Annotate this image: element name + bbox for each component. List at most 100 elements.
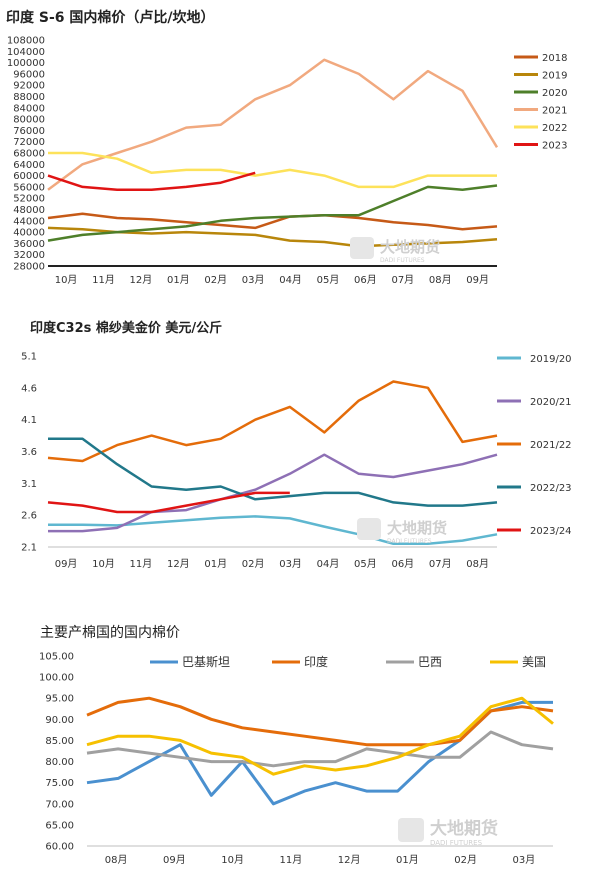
x-tick-label: 11月 [92,274,115,286]
y-tick-label: 90.00 [45,715,74,726]
y-tick-label: 68000 [13,149,45,160]
y-tick-label: 4.1 [21,415,37,426]
legend-item-2023: 2023 [514,141,567,152]
y-tick-label: 40000 [13,228,45,239]
x-tick-label: 02月 [204,274,227,286]
x-tick-label: 06月 [391,558,414,570]
legend-label: 2021/22 [530,440,572,451]
chart-1-title: 印度 S-6 国内棉价（卢比/坎地） [6,9,215,26]
x-tick-label: 02月 [242,558,265,570]
legend-item-美国: 美国 [490,655,546,669]
y-tick-label: 2.1 [21,543,37,554]
y-tick-label: 80.00 [45,757,74,768]
legend-label: 2018 [542,53,567,64]
x-tick-label: 10月 [55,274,78,286]
x-tick-label: 03月 [279,558,302,570]
legend-item-2023/24: 2023/24 [497,526,572,537]
series-line-巴西 [86,730,554,768]
x-tick-label: 11月 [130,558,153,570]
x-tick-label: 10月 [92,558,115,570]
x-tick-label: 03月 [242,274,265,286]
watermark-logo-icon [398,818,424,842]
y-tick-label: 60000 [13,171,45,182]
x-tick-label: 12月 [338,854,361,866]
x-tick-label: 10月 [221,854,244,866]
legend-label: 2020/21 [530,397,572,408]
legend-label: 2019/20 [530,354,572,365]
x-tick-label: 05月 [317,274,340,286]
legend-label: 2021 [542,106,567,117]
chart-3-major-producers-cotton-price: 主要产棉国的国内棉价 60.00 65.00 70.00 75.00 80.00 85.0… [39,624,554,866]
y-tick-label: 4.6 [21,383,37,394]
y-tick-label: 92000 [13,81,45,92]
x-tick-label: 06月 [354,274,377,286]
y-tick-label: 64000 [13,160,45,171]
y-tick-label: 105.00 [39,652,74,663]
legend-label: 美国 [522,655,546,669]
series-line-2022/23 [48,437,498,507]
y-tick-label: 60.00 [45,842,74,853]
x-tick-label: 09月 [55,558,78,570]
x-tick-label: 09月 [466,274,489,286]
legend-label: 2019 [542,71,567,82]
legend-item-2018: 2018 [514,53,567,64]
watermark-logo: 大地期货 DADI FUTURES [398,818,498,847]
y-tick-label: 52000 [13,194,45,205]
y-tick-label: 104000 [7,47,45,58]
y-tick-label: 65.00 [45,820,74,831]
y-tick-label: 96000 [13,69,45,80]
y-tick-label: 80000 [13,115,45,126]
x-tick-label: 04月 [317,558,340,570]
x-tick-label: 01月 [167,274,190,286]
watermark-text: 大地期货 [380,238,440,256]
series-line-印度 [86,696,554,747]
legend-item-2020/21: 2020/21 [497,397,572,408]
legend-item-印度: 印度 [272,654,328,669]
legend-item-巴基斯坦: 巴基斯坦 [150,655,230,669]
legend-label: 2023/24 [530,526,572,537]
x-tick-label: 08月 [105,854,128,866]
series-line-2018 [47,212,498,231]
series-line-2020 [47,184,498,242]
series-line-2023 [47,171,256,191]
series-line-美国 [86,696,554,776]
y-tick-label: 76000 [13,126,45,137]
legend-label: 巴基斯坦 [182,655,230,669]
series-line-2021 [47,58,499,191]
y-tick-label: 5.1 [21,352,37,363]
legend-item-2022/23: 2022/23 [497,483,572,494]
legend-item-2019/20: 2019/20 [497,354,572,365]
y-tick-label: 32000 [13,250,45,261]
x-tick-label: 07月 [429,558,452,570]
legend-label: 2022 [542,123,567,134]
legend-label: 印度 [304,654,328,669]
series-line-2023/24 [47,491,290,514]
y-tick-label: 3.1 [21,479,37,490]
y-tick-label: 2.6 [21,511,37,522]
legend-item-2019: 2019 [514,71,567,82]
x-tick-label: 01月 [204,558,227,570]
watermark-text: 大地期货 [387,519,447,537]
x-tick-label: 07月 [391,274,414,286]
x-tick-label: 03月 [513,854,536,866]
legend-item-2021/22: 2021/22 [497,440,572,451]
watermark-text: 大地期货 [430,818,498,839]
y-tick-label: 44000 [13,216,45,227]
series-line-2021/22 [47,380,498,463]
y-tick-label: 36000 [13,239,45,250]
watermark-subtext: DADI FUTURES [380,257,425,264]
y-tick-label: 48000 [13,205,45,216]
x-tick-label: 12月 [130,274,153,286]
y-tick-label: 100.00 [39,673,74,684]
series-line-2022 [48,151,497,189]
watermark-subtext: DADI FUTURES [387,538,432,545]
y-tick-label: 72000 [13,137,45,148]
chart-2-india-c32s-yarn-price: 印度C32s 棉纱美金价 美元/公斤 2.1 2.6 3.1 3.6 4.1 4.6 5.1… [21,320,571,570]
legend-item-2020: 2020 [514,88,567,99]
x-tick-label: 12月 [167,558,190,570]
y-tick-label: 100000 [7,58,45,69]
x-tick-label: 01月 [396,854,419,866]
y-tick-label: 108000 [7,36,45,47]
x-tick-label: 08月 [429,274,452,286]
